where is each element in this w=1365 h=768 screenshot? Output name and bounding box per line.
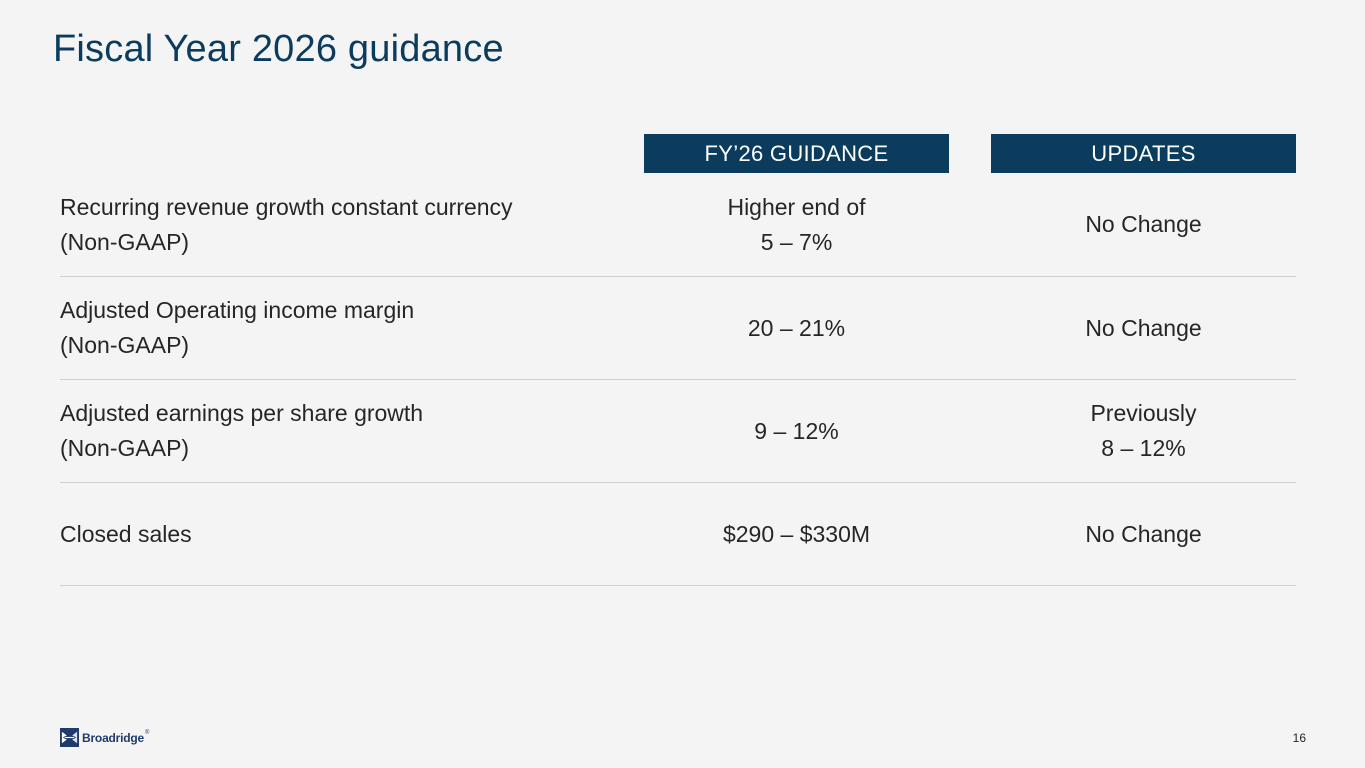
guidance-value: 20 – 21% — [747, 314, 846, 341]
table-row: Recurring revenue growth constant curren… — [60, 173, 1296, 277]
metric-label: Closed sales — [60, 520, 192, 547]
broadridge-logo: Broadridge ® — [60, 728, 149, 747]
updates-cell: No Change — [991, 483, 1296, 585]
updates-value: Previously — [1090, 400, 1197, 426]
metric-cell: Closed sales — [60, 483, 620, 585]
column-header-updates: UPDATES — [991, 134, 1296, 173]
metric-sublabel: (Non-GAAP) — [60, 332, 190, 358]
guidance-value: $290 – $330M — [722, 520, 871, 547]
metric-label: Adjusted Operating income margin — [60, 297, 415, 323]
metric-cell: Adjusted Operating income margin (Non-GA… — [60, 277, 620, 379]
logo-trademark: ® — [145, 730, 150, 736]
table-row: Closed sales $290 – $330M No Change — [60, 483, 1296, 586]
guidance-cell: Higher end of 5 – 7% — [644, 173, 949, 276]
guidance-cell: $290 – $330M — [644, 483, 949, 585]
guidance-table: Recurring revenue growth constant curren… — [60, 173, 1296, 586]
updates-cell: No Change — [991, 173, 1296, 276]
metric-cell: Recurring revenue growth constant curren… — [60, 173, 620, 276]
broadridge-logo-icon — [60, 728, 79, 747]
updates-cell: Previously 8 – 12% — [991, 380, 1296, 482]
guidance-cell: 20 – 21% — [644, 277, 949, 379]
page-title: Fiscal Year 2026 guidance — [53, 28, 504, 70]
metric-sublabel: (Non-GAAP) — [60, 228, 190, 255]
guidance-value: Higher end of — [727, 193, 866, 220]
guidance-cell: 9 – 12% — [644, 380, 949, 482]
updates-cell: No Change — [991, 277, 1296, 379]
page-number: 16 — [1292, 731, 1306, 745]
guidance-value-line2: 5 – 7% — [760, 228, 833, 255]
logo-wordmark: Broadridge — [82, 730, 145, 745]
guidance-value: 9 – 12% — [754, 417, 839, 444]
updates-value-line2: 8 – 12% — [1101, 435, 1186, 461]
updates-value: No Change — [1085, 211, 1202, 237]
metric-cell: Adjusted earnings per share growth (Non-… — [60, 380, 620, 482]
table-row: Adjusted Operating income margin (Non-GA… — [60, 277, 1296, 380]
updates-value: No Change — [1085, 314, 1202, 341]
column-header-guidance: FY’26 GUIDANCE — [644, 134, 949, 173]
metric-label: Recurring revenue growth constant curren… — [60, 193, 513, 220]
metric-label: Adjusted earnings per share growth — [60, 400, 424, 426]
table-row: Adjusted earnings per share growth (Non-… — [60, 380, 1296, 483]
metric-sublabel: (Non-GAAP) — [60, 435, 190, 461]
updates-value: No Change — [1085, 520, 1202, 547]
